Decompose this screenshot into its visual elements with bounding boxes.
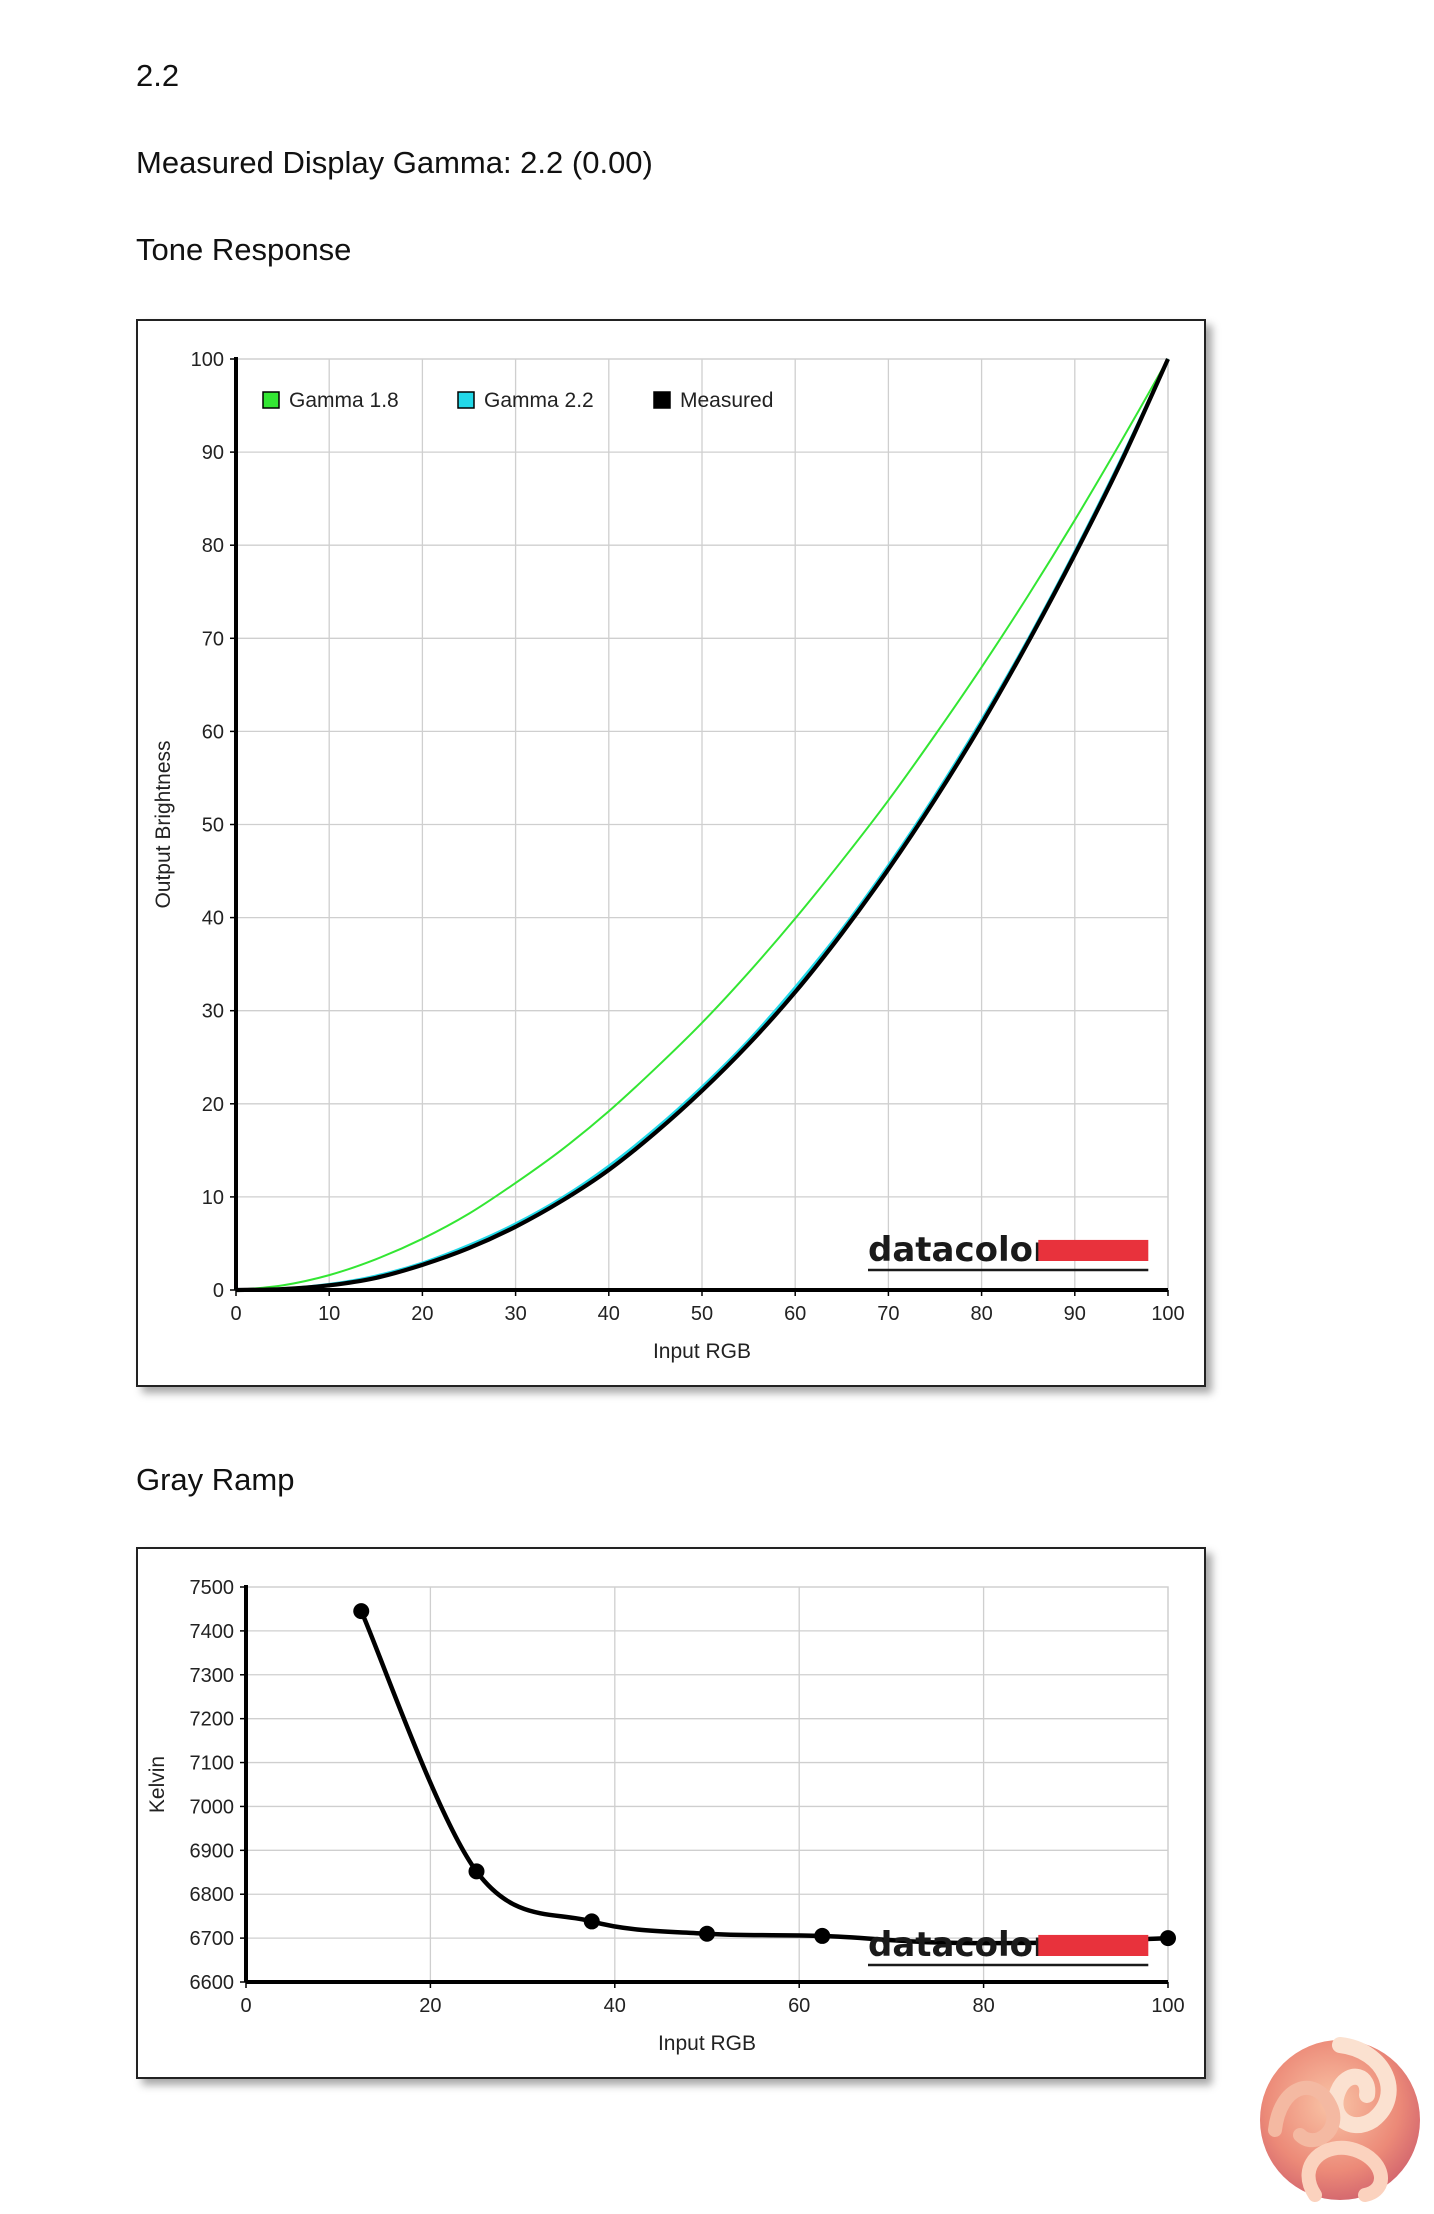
- kelvin-line: [359, 1610, 1169, 1946]
- y-tick-label: 90: [202, 442, 224, 464]
- x-tick-label: 80: [972, 1995, 994, 2017]
- x-tick-label: 40: [598, 1303, 620, 1325]
- x-tick-label: 60: [784, 1303, 806, 1325]
- datacolor-logo-text: datacolor: [868, 1925, 1050, 1965]
- measured-gamma-heading: Measured Display Gamma: 2.2 (0.00): [136, 145, 653, 180]
- y-tick-label: 40: [202, 908, 224, 930]
- x-tick-label: 20: [419, 1995, 441, 2017]
- gray-ramp-title: Gray Ramp: [136, 1462, 295, 1497]
- y-tick-label: 6900: [190, 1840, 235, 1862]
- y-tick-label: 7400: [190, 1621, 235, 1643]
- data-point-1: [468, 1863, 485, 1880]
- plot-area: [245, 1586, 1169, 1983]
- data-point-3: [699, 1925, 715, 1942]
- y-tick-label: 0: [213, 1280, 224, 1302]
- x-axis-label: Input RGB: [653, 1340, 751, 1363]
- datacolor-logo: datacolor: [868, 1925, 1149, 1967]
- datacolor-logo: datacolor: [868, 1230, 1149, 1272]
- data-point-7: [1160, 1930, 1176, 1947]
- gray-ramp-chart: 0 20 40 60 80 100 6600 6700 6800 6900 7000 7100 7200…: [136, 1547, 1206, 2079]
- y-tick-label: 7500: [190, 1577, 235, 1599]
- data-point-2: [583, 1913, 600, 1930]
- datacolor-logo-bar: [1038, 1239, 1149, 1261]
- x-tick-label: 0: [230, 1303, 241, 1325]
- series-line-2: [235, 358, 1170, 1293]
- y-tick-label: 6600: [190, 1972, 235, 1994]
- y-tick-label: 20: [202, 1094, 224, 1116]
- y-axis-label: Kelvin: [146, 1756, 169, 1813]
- x-tick-label: 50: [691, 1303, 713, 1325]
- legend-swatch-1: [457, 391, 475, 409]
- y-tick-label: 6800: [190, 1884, 235, 1906]
- y-axis-label: Output Brightness: [152, 740, 175, 908]
- legend-label-0: Gamma 1.8: [289, 389, 399, 412]
- y-tick-label: 60: [202, 721, 224, 743]
- legend-label-1: Gamma 2.2: [484, 389, 594, 412]
- x-tick-label: 70: [877, 1303, 899, 1325]
- y-tick-label: 7000: [190, 1796, 235, 1818]
- y-tick-label: 70: [202, 628, 224, 650]
- datacolor-logo-bar: [1038, 1934, 1149, 1956]
- x-tick-label: 100: [1151, 1303, 1184, 1325]
- x-tick-label: 20: [411, 1303, 433, 1325]
- y-tick-label: 30: [202, 1001, 224, 1023]
- legend-swatch-0: [262, 391, 280, 409]
- y-tick-label: 80: [202, 535, 224, 557]
- x-tick-label: 0: [240, 1995, 251, 2017]
- x-tick-label: 30: [504, 1303, 526, 1325]
- gray-ramp-plot: 0 20 40 60 80 100 6600 6700 6800 6900 7000 7100 7200…: [146, 1577, 1185, 2055]
- y-tick-label: 6700: [190, 1928, 235, 1950]
- gamma-target-heading: 2.2: [136, 58, 180, 93]
- legend-label-2: Measured: [680, 389, 773, 412]
- x-tick-label: 60: [788, 1995, 810, 2017]
- y-tick-label: 100: [191, 349, 224, 371]
- data-point-4: [814, 1927, 831, 1944]
- y-tick-label: 7100: [190, 1753, 235, 1775]
- y-tick-label: 50: [202, 815, 224, 837]
- y-tick-label: 10: [202, 1187, 224, 1209]
- y-tick-label: 7300: [190, 1665, 235, 1687]
- x-tick-label: 10: [318, 1303, 340, 1325]
- datacolor-logo-text: datacolor: [868, 1230, 1050, 1270]
- x-tick-label: 40: [604, 1995, 626, 2017]
- series-line-0: [235, 358, 1169, 1291]
- x-axis-label: Input RGB: [658, 2032, 756, 2055]
- tone-response-title: Tone Response: [136, 232, 352, 267]
- y-tick-label: 7200: [190, 1709, 235, 1731]
- legend-swatch-2: [653, 391, 671, 409]
- tone-response-plot: 0 10 20 30 40 50 60 70 80 90 100 0 10 20 30 40 50 60 70 80 9…: [152, 349, 1185, 1363]
- site-logo-icon: [1260, 2037, 1420, 2202]
- x-tick-label: 80: [970, 1303, 992, 1325]
- x-tick-label: 100: [1151, 1995, 1184, 2017]
- x-tick-label: 90: [1064, 1303, 1086, 1325]
- tone-response-chart: 0 10 20 30 40 50 60 70 80 90 100 0 10 20 30 40 50 60 70 80 9…: [136, 319, 1206, 1387]
- data-point-0: [353, 1603, 370, 1620]
